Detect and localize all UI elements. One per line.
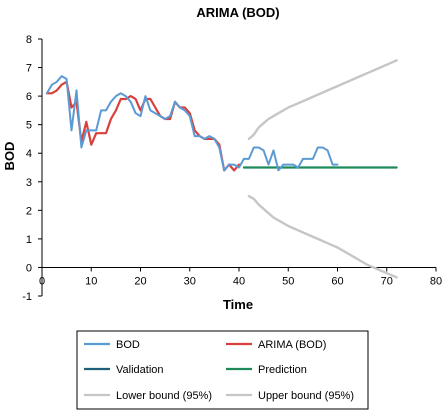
y-tick-label: 8 — [26, 34, 32, 46]
x-tick-label: 40 — [233, 275, 245, 287]
series-line-0 — [45, 75, 339, 172]
x-tick-label: 80 — [430, 275, 442, 287]
legend-label: Upper bound (95%) — [258, 390, 354, 402]
y-tick-label: 4 — [26, 148, 32, 160]
legend-label: BOD — [116, 339, 140, 351]
x-tick-label: 70 — [381, 275, 393, 287]
x-tick-label: 20 — [134, 275, 146, 287]
x-axis-label: Time — [223, 297, 253, 312]
legend-label: Validation — [116, 364, 164, 376]
y-tick-label: 2 — [26, 205, 32, 217]
legend-label: Lower bound (95%) — [116, 390, 212, 402]
series-line-4 — [247, 194, 398, 279]
chart-title: ARIMA (BOD) — [196, 5, 279, 20]
y-tick-label: 1 — [26, 234, 32, 246]
y-tick-label: 3 — [26, 177, 32, 189]
x-tick-label: 50 — [282, 275, 294, 287]
y-tick-label: 7 — [26, 63, 32, 75]
y-axis-label: BOD — [2, 142, 17, 171]
y-tick-label: 5 — [26, 120, 32, 132]
axis-ticks: 0 10 20 30 40 50 60 70 80 -1 0 1 2 3 4 5 6 7 8 — [22, 34, 442, 303]
series-line-5 — [247, 59, 398, 141]
y-tick-label: -1 — [22, 291, 32, 303]
x-tick-label: 10 — [85, 275, 97, 287]
y-tick-label: 6 — [26, 91, 32, 103]
y-tick-label: 0 — [26, 262, 32, 274]
x-tick-label: 0 — [39, 275, 45, 287]
series-layer — [45, 59, 398, 279]
plot-area: 0 10 20 30 40 50 60 70 80 -1 0 1 2 3 4 5 6 7 8 — [22, 34, 442, 303]
legend-box — [76, 330, 369, 410]
legend-label: ARIMA (BOD) — [258, 339, 326, 351]
x-tick-label: 30 — [184, 275, 196, 287]
legend-label: Prediction — [258, 364, 307, 376]
legend: BOD ARIMA (BOD) Validation Prediction Lower … — [76, 330, 369, 410]
x-tick-label: 60 — [331, 275, 343, 287]
